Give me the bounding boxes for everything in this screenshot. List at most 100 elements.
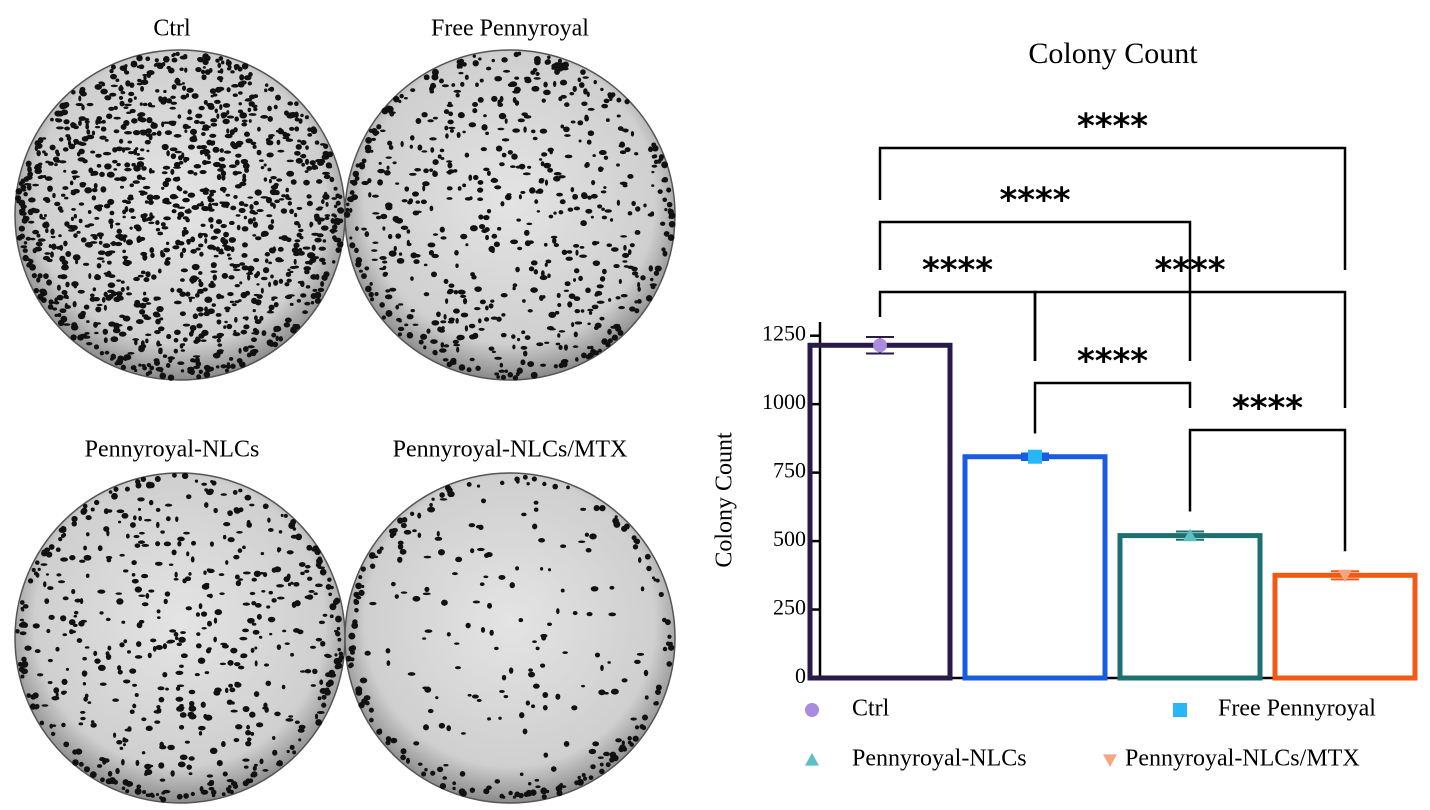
colony: [90, 722, 97, 728]
colony: [241, 242, 248, 248]
colony: [390, 737, 398, 744]
colony: [512, 375, 519, 381]
colony: [264, 706, 269, 713]
colony: [29, 263, 36, 271]
colony: [216, 338, 221, 343]
colony: [287, 582, 292, 587]
plate-label: Free Pennyroyal: [431, 16, 589, 42]
colony: [432, 159, 439, 166]
colony: [159, 778, 166, 782]
colony: [509, 81, 518, 88]
colony: [107, 289, 115, 294]
colony: [491, 350, 496, 354]
colony: [152, 645, 157, 652]
significance-bracket: [1188, 428, 1347, 552]
colony: [288, 715, 294, 718]
colony: [281, 235, 288, 239]
colony: [423, 168, 429, 174]
colony: [512, 283, 518, 288]
colony: [600, 664, 604, 672]
colony: [306, 544, 313, 551]
colony: [135, 641, 142, 647]
colony: [420, 333, 428, 340]
colony: [530, 260, 538, 266]
colony: [380, 213, 388, 220]
colony: [499, 362, 504, 368]
colony: [282, 629, 287, 633]
colony: [170, 287, 175, 293]
colony: [176, 288, 183, 294]
colony: [386, 165, 390, 170]
colony: [200, 789, 209, 795]
colony: [477, 197, 484, 202]
colony: [518, 194, 522, 200]
colony: [276, 178, 283, 182]
colony: [120, 280, 125, 284]
colony: [444, 125, 449, 131]
colony: [292, 628, 301, 633]
colony: [498, 369, 506, 373]
colony: [176, 185, 181, 191]
colony: [501, 674, 507, 681]
colony: [424, 768, 428, 772]
colony: [658, 591, 664, 598]
colony: [541, 98, 546, 103]
colony: [15, 188, 23, 195]
colony: [358, 702, 365, 709]
colony: [310, 300, 315, 305]
colony: [499, 162, 505, 167]
colony: [578, 139, 582, 143]
colony: [544, 341, 550, 344]
colony: [322, 613, 328, 617]
colony: [453, 343, 460, 347]
colony: [629, 243, 635, 248]
colony: [462, 62, 467, 67]
colony: [15, 195, 22, 202]
colony: [244, 131, 250, 137]
colony: [125, 533, 130, 539]
colony: [122, 569, 129, 573]
colony: [272, 735, 276, 740]
colony: [458, 71, 464, 75]
colony: [555, 342, 561, 346]
colony: [290, 581, 294, 585]
colony: [96, 163, 102, 168]
colony: [540, 270, 545, 277]
colony: [190, 328, 195, 334]
colony: [62, 596, 69, 601]
colony: [323, 174, 331, 180]
colony: [614, 515, 618, 519]
colony: [547, 273, 551, 279]
colony: [406, 332, 414, 339]
colony: [292, 527, 297, 531]
colony: [160, 250, 164, 256]
colony: [232, 490, 238, 495]
colony: [544, 59, 550, 65]
colony: [436, 530, 440, 537]
colonies: [15, 472, 345, 803]
colony: [361, 158, 367, 164]
colony: [169, 629, 177, 633]
colony: [121, 759, 125, 766]
colony: [104, 138, 109, 142]
colony: [215, 312, 222, 317]
colony: [244, 316, 249, 321]
colony: [533, 77, 541, 80]
colony: [169, 106, 176, 110]
colony: [615, 738, 622, 743]
colony: [422, 724, 430, 731]
colony: [480, 498, 487, 504]
colony: [502, 69, 511, 73]
colony: [163, 55, 170, 63]
colony: [265, 196, 273, 204]
colony: [533, 507, 539, 512]
colony: [84, 187, 93, 194]
colony: [511, 153, 518, 160]
colony: [527, 165, 532, 169]
colony: [194, 672, 200, 677]
colony: [353, 598, 358, 603]
colony: [500, 374, 507, 380]
colony: [224, 133, 233, 139]
colony: [228, 683, 233, 688]
colony: [236, 530, 243, 534]
